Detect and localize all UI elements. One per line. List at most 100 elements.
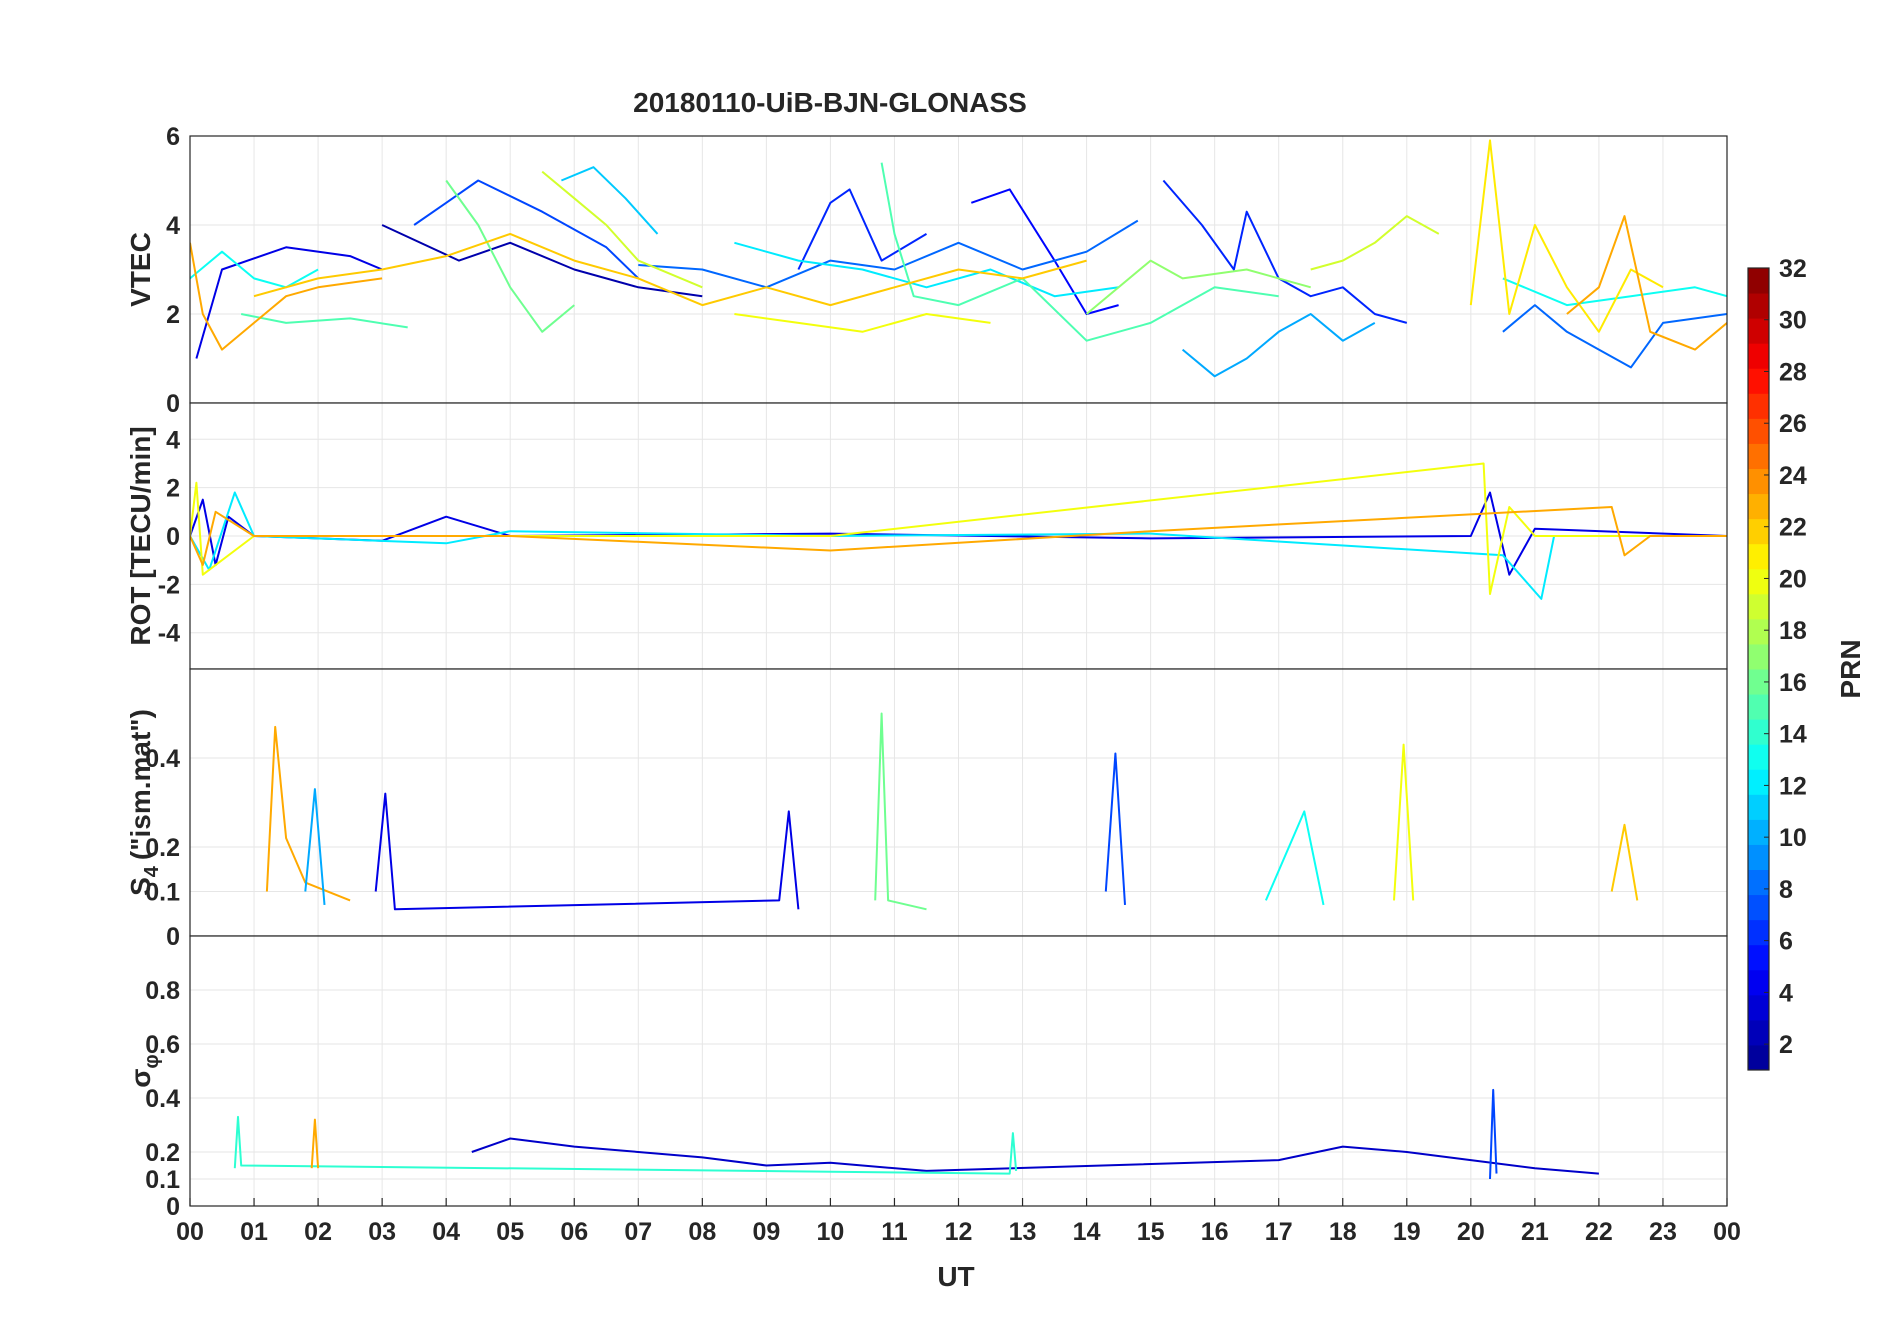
x-tick-label: 05 <box>496 1218 524 1246</box>
y-axis-label: S4("ism.mat") <box>125 709 163 896</box>
series-line-prn-13 <box>1264 810 1325 906</box>
x-tick-label: 00 <box>176 1218 204 1246</box>
series-line-prn-16 <box>445 179 575 333</box>
panel-sigma: 00.10.2 0.4 0.6 0.8 σφ <box>125 935 1728 1221</box>
series-line-prn-10 <box>1181 313 1376 378</box>
colorbar-tick-label: 12 <box>1779 772 1807 800</box>
series-line-prn-8 <box>1502 304 1727 369</box>
chart-title: 20180110-UiB-BJN-GLONASS <box>633 87 1027 118</box>
series-group <box>190 462 1727 600</box>
colorbar-swatch <box>1748 1019 1769 1046</box>
x-tick-label: 08 <box>688 1218 716 1246</box>
series-line-prn-11 <box>561 166 659 235</box>
y-tick-label: 0.1 <box>145 1166 180 1194</box>
colorbar-tick-label: 32 <box>1779 255 1807 283</box>
series-line-prn-4 <box>374 792 800 911</box>
colorbar-swatch <box>1748 468 1769 495</box>
x-tick-label: 12 <box>945 1218 973 1246</box>
y-tick-label: 0 <box>166 390 180 418</box>
y-tick-label: 0 <box>166 1193 180 1221</box>
series-line-prn-12 <box>190 491 1727 600</box>
series-line-prn-21 <box>1469 139 1664 333</box>
series-line-prn-16 <box>874 712 927 911</box>
x-tick-label: 11 <box>881 1218 908 1246</box>
x-tick-label: 02 <box>304 1218 332 1246</box>
colorbar-tick-label: 18 <box>1779 617 1807 645</box>
x-tick-label: 04 <box>432 1218 460 1246</box>
colorbar-tick-label: 2 <box>1779 1031 1793 1059</box>
x-axis-label: UT <box>937 1261 974 1292</box>
colorbar-swatch <box>1748 343 1769 369</box>
series-line-prn-4 <box>195 246 383 359</box>
series-line-prn-23 <box>265 725 351 902</box>
x-tick-label: 13 <box>1009 1218 1037 1246</box>
colorbar-swatch <box>1748 568 1769 595</box>
colorbar-swatch <box>1748 919 1769 946</box>
panel-rot: -4 -2 0 2 4 ROT [TECU/min] <box>125 402 1728 670</box>
series-line-prn-13 <box>190 250 319 289</box>
x-tick-label: 22 <box>1585 1218 1613 1246</box>
colorbar-swatch <box>1748 418 1769 444</box>
colorbar-tick-label: 8 <box>1779 876 1793 904</box>
x-tick-label: 09 <box>752 1218 780 1246</box>
colorbar-tick-label: 14 <box>1779 721 1807 749</box>
colorbar-swatch <box>1748 393 1769 419</box>
colorbar-tick-label: 26 <box>1779 410 1807 438</box>
colorbar-swatch <box>1748 769 1769 795</box>
colorbar-tick-label: 16 <box>1779 669 1807 697</box>
colorbar-swatch <box>1748 794 1769 820</box>
series-line-prn-2 <box>381 224 703 298</box>
x-tick-label: 00 <box>1713 1218 1741 1246</box>
y-tick-label: 0 <box>166 523 180 551</box>
y-tick-label: 0.1 <box>145 879 180 907</box>
y-tick-label: -2 <box>158 571 180 599</box>
colorbar-swatch <box>1748 944 1769 971</box>
series-line-prn-23 <box>190 242 383 351</box>
colorbar-tick-label: 30 <box>1779 307 1807 335</box>
colorbar-tick-label: 24 <box>1779 462 1807 490</box>
colorbar-swatch <box>1748 368 1769 394</box>
colorbar-swatch <box>1748 1044 1769 1071</box>
series-line-prn-19 <box>1310 215 1440 271</box>
series-line-prn-23 <box>310 1118 320 1169</box>
series-line-prn-14 <box>233 1115 1018 1175</box>
colorbar-swatch <box>1748 618 1769 645</box>
series-line-prn-7 <box>1489 1088 1498 1180</box>
series-line-prn-22 <box>1610 823 1639 901</box>
y-tick-label: -4 <box>158 620 180 648</box>
x-tick-label: 10 <box>817 1218 845 1246</box>
y-axis-label: σφ <box>125 1054 163 1087</box>
series-line-prn-19 <box>541 170 703 289</box>
x-tick-label: 23 <box>1649 1218 1677 1246</box>
x-tick-label: 14 <box>1073 1218 1101 1246</box>
colorbar-tick-label: 6 <box>1779 928 1793 956</box>
colorbar-swatch <box>1748 268 1769 294</box>
x-tick-label: 15 <box>1137 1218 1165 1246</box>
colorbar-swatch <box>1748 819 1769 845</box>
y-tick-label: 0.4 <box>145 1085 180 1113</box>
y-tick-label: 0.6 <box>145 1031 180 1059</box>
colorbar-tick-label: 22 <box>1779 514 1807 542</box>
colorbar-swatch <box>1748 719 1769 745</box>
y-axis-label: VTEC <box>125 232 156 307</box>
series-line-prn-3 <box>471 1137 1599 1175</box>
x-tick-label: 06 <box>560 1218 588 1246</box>
colorbar-frame <box>1747 267 1770 1071</box>
series-line-prn-6 <box>797 188 928 270</box>
colorbar-swatch <box>1748 493 1769 520</box>
series-group <box>233 1088 1599 1180</box>
y-axis-label: ROT [TECU/min] <box>125 426 156 645</box>
series-line-prn-23 <box>190 506 1727 566</box>
colorbar-swatch <box>1748 844 1769 870</box>
series-line-prn-13 <box>1502 277 1727 307</box>
colorbar-swatch <box>1748 894 1769 921</box>
series-line-prn-15 <box>241 313 408 329</box>
x-tick-label: 19 <box>1393 1218 1421 1246</box>
colorbar-swatch <box>1748 593 1769 620</box>
x-tick-label: 16 <box>1201 1218 1229 1246</box>
y-tick-label: 0 <box>166 923 180 951</box>
colorbar-tick-label: 28 <box>1779 358 1807 386</box>
